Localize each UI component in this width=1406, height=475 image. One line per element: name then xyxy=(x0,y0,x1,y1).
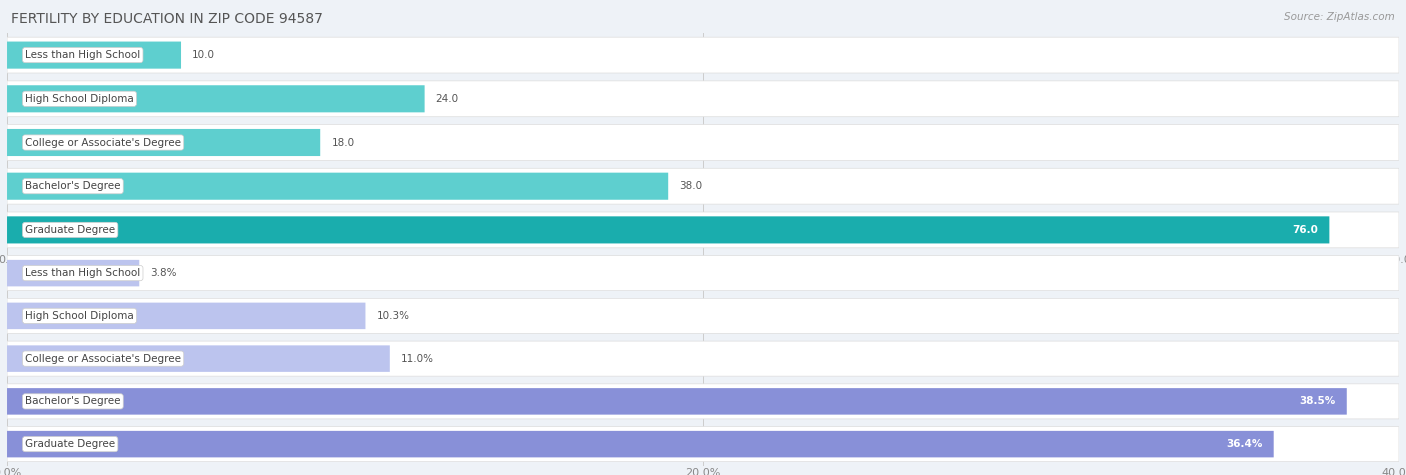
Text: Bachelor's Degree: Bachelor's Degree xyxy=(25,181,121,191)
FancyBboxPatch shape xyxy=(7,388,1347,415)
FancyBboxPatch shape xyxy=(7,384,1399,419)
FancyBboxPatch shape xyxy=(7,168,1399,204)
Text: Source: ZipAtlas.com: Source: ZipAtlas.com xyxy=(1284,12,1395,22)
Text: 38.0: 38.0 xyxy=(679,181,703,191)
Text: College or Associate's Degree: College or Associate's Degree xyxy=(25,137,181,148)
Text: 10.0: 10.0 xyxy=(193,50,215,60)
Text: 36.4%: 36.4% xyxy=(1226,439,1263,449)
FancyBboxPatch shape xyxy=(7,256,1399,291)
Text: 38.5%: 38.5% xyxy=(1299,396,1336,407)
FancyBboxPatch shape xyxy=(7,129,321,156)
Text: Less than High School: Less than High School xyxy=(25,50,141,60)
FancyBboxPatch shape xyxy=(7,345,389,372)
Text: Graduate Degree: Graduate Degree xyxy=(25,225,115,235)
FancyBboxPatch shape xyxy=(7,41,181,69)
FancyBboxPatch shape xyxy=(7,303,366,329)
Text: 3.8%: 3.8% xyxy=(150,268,177,278)
FancyBboxPatch shape xyxy=(7,427,1399,462)
Text: 18.0: 18.0 xyxy=(332,137,354,148)
Text: 10.3%: 10.3% xyxy=(377,311,409,321)
Text: College or Associate's Degree: College or Associate's Degree xyxy=(25,353,181,364)
Text: Less than High School: Less than High School xyxy=(25,268,141,278)
FancyBboxPatch shape xyxy=(7,37,1399,73)
FancyBboxPatch shape xyxy=(7,172,668,200)
Text: 76.0: 76.0 xyxy=(1292,225,1319,235)
Text: Graduate Degree: Graduate Degree xyxy=(25,439,115,449)
Text: High School Diploma: High School Diploma xyxy=(25,94,134,104)
FancyBboxPatch shape xyxy=(7,341,1399,376)
FancyBboxPatch shape xyxy=(7,260,139,286)
FancyBboxPatch shape xyxy=(7,212,1399,248)
Text: 24.0: 24.0 xyxy=(436,94,458,104)
FancyBboxPatch shape xyxy=(7,431,1274,457)
Text: High School Diploma: High School Diploma xyxy=(25,311,134,321)
FancyBboxPatch shape xyxy=(7,85,425,113)
FancyBboxPatch shape xyxy=(7,81,1399,117)
FancyBboxPatch shape xyxy=(7,298,1399,333)
Text: FERTILITY BY EDUCATION IN ZIP CODE 94587: FERTILITY BY EDUCATION IN ZIP CODE 94587 xyxy=(11,12,323,26)
FancyBboxPatch shape xyxy=(7,124,1399,161)
FancyBboxPatch shape xyxy=(7,216,1330,244)
Text: Bachelor's Degree: Bachelor's Degree xyxy=(25,396,121,407)
Text: 11.0%: 11.0% xyxy=(401,353,434,364)
